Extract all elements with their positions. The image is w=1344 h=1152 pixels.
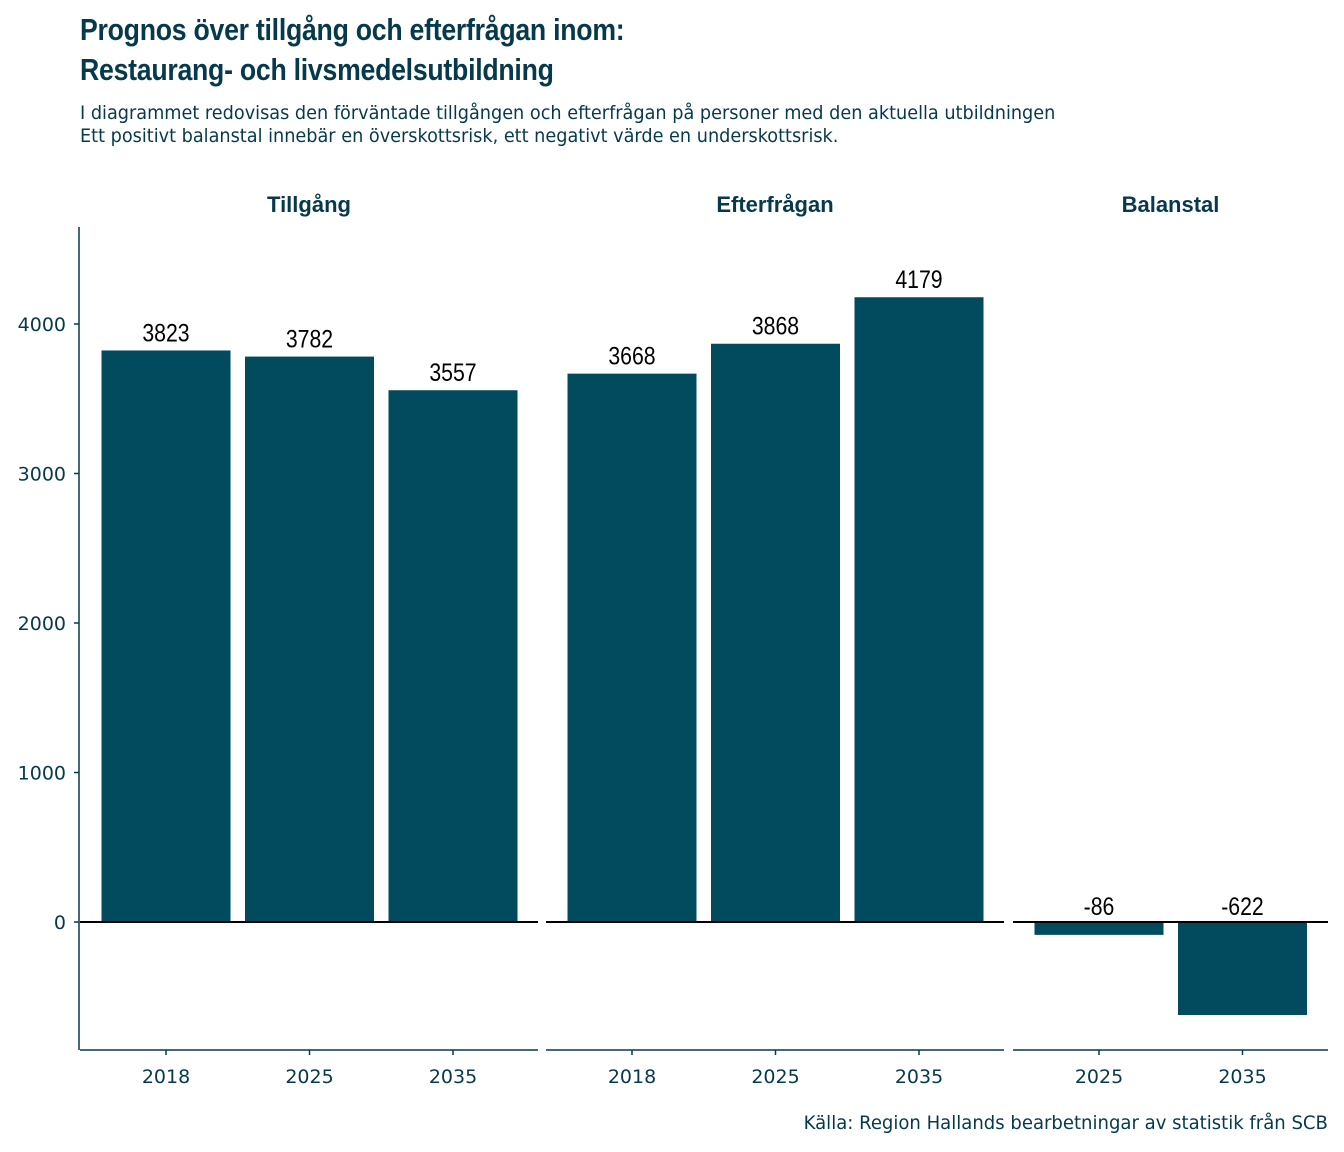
bar-value-label: -622	[1221, 892, 1264, 920]
bar	[567, 373, 697, 922]
x-axis-tick-label: 2035	[1218, 1066, 1266, 1088]
bar	[1178, 922, 1307, 1015]
y-axis-tick-label: 1000	[18, 763, 66, 785]
x-axis-tick-label: 2025	[1075, 1066, 1123, 1088]
x-axis-tick-label: 2035	[895, 1066, 943, 1088]
x-axis-tick-label: 2035	[429, 1066, 477, 1088]
chart-title: Prognos över tillgång och efterfrågan in…	[80, 10, 625, 90]
bar	[245, 356, 374, 922]
x-axis-tick-label: 2025	[285, 1066, 333, 1088]
y-axis-tick-label: 3000	[18, 464, 66, 486]
bar	[388, 390, 518, 922]
bar	[711, 343, 840, 922]
y-axis-tick-label: 4000	[18, 314, 66, 336]
bar-value-label: 3823	[142, 319, 189, 347]
x-axis-tick-label: 2018	[608, 1066, 656, 1088]
facet-title: Balanstal	[1122, 192, 1220, 217]
bar-value-label: 3668	[608, 342, 655, 370]
chart-subtitle-line-1: I diagrammet redovisas den förväntade ti…	[80, 102, 1056, 124]
chart-subtitle: I diagrammet redovisas den förväntade ti…	[80, 102, 1055, 148]
bar-value-label: 4179	[895, 266, 942, 294]
bar-value-label: -86	[1084, 892, 1115, 920]
bar-value-label: 3782	[286, 325, 333, 353]
bar	[1034, 922, 1164, 935]
bar-value-label: 3557	[429, 359, 476, 387]
facet-title: Tillgång	[267, 192, 351, 217]
chart-subtitle-line-2: Ett positivt balanstal innebär en översk…	[80, 125, 839, 147]
bar	[101, 350, 231, 922]
chart-title-line-1: Prognos över tillgång och efterfrågan in…	[80, 12, 625, 47]
bar-value-label: 3868	[752, 312, 799, 340]
y-axis-tick-label: 0	[54, 912, 66, 934]
y-axis-tick-label: 2000	[18, 613, 66, 635]
source-caption: Källa: Region Hallands bearbetningar av …	[803, 1112, 1328, 1134]
x-axis-tick-label: 2018	[142, 1066, 190, 1088]
x-axis-tick-label: 2025	[751, 1066, 799, 1088]
chart-title-line-2: Restaurang- och livsmedelsutbildning	[80, 52, 554, 87]
facet-title: Efterfrågan	[716, 192, 833, 217]
bar	[854, 297, 984, 922]
